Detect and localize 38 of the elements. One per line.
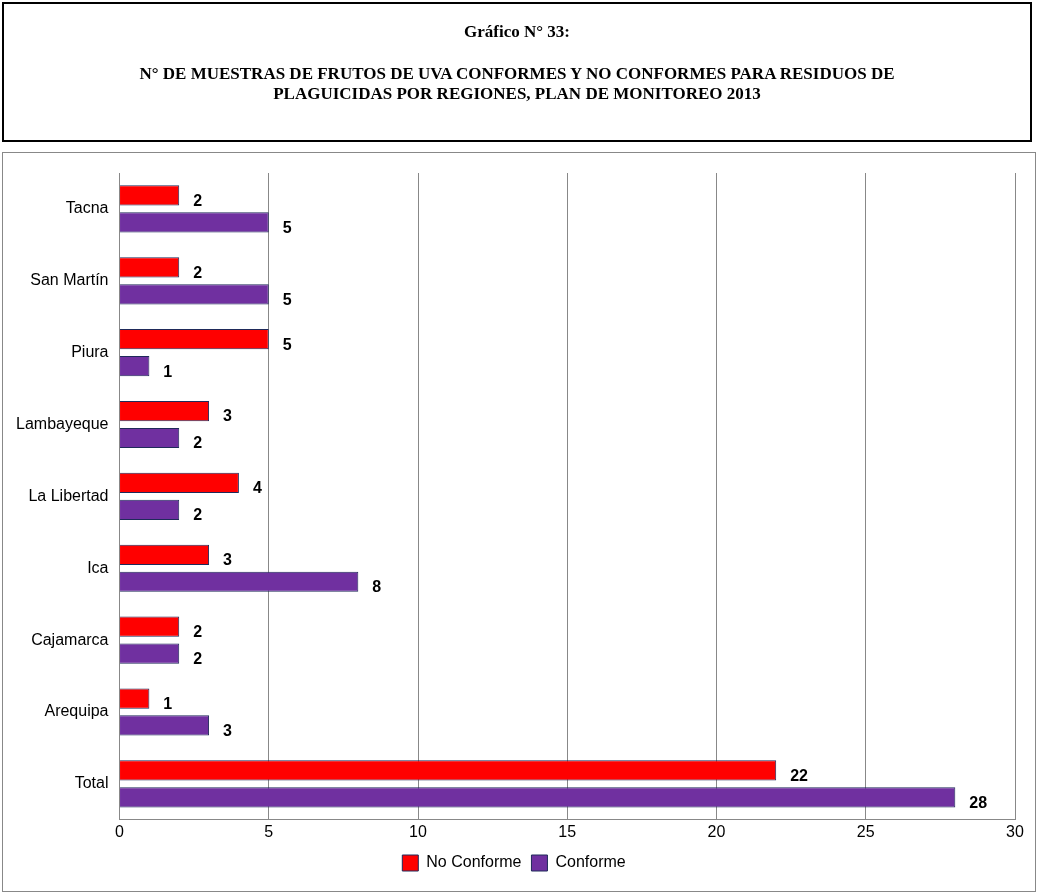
x-tick-label: 15 xyxy=(558,822,577,840)
data-label: 1 xyxy=(163,694,173,712)
data-label: 2 xyxy=(193,191,203,209)
data-label: 8 xyxy=(372,578,382,596)
y-tick-label: Ica xyxy=(87,558,109,576)
data-label: 2 xyxy=(193,263,203,281)
data-label: 2 xyxy=(193,623,203,641)
legend-label: Conforme xyxy=(555,853,626,871)
data-label: 3 xyxy=(223,407,233,425)
x-tick-label: 20 xyxy=(707,822,726,840)
data-label: 22 xyxy=(790,766,809,784)
data-label: 1 xyxy=(163,362,173,380)
y-tick-label: Tacna xyxy=(65,199,109,217)
data-label: 5 xyxy=(282,218,292,236)
data-label: 2 xyxy=(193,434,203,452)
y-tick-label: Lambayeque xyxy=(16,414,109,432)
data-label: 5 xyxy=(282,335,292,353)
y-tick-label: San Martín xyxy=(30,271,109,289)
x-tick-label: 0 xyxy=(115,822,125,840)
x-tick-label: 25 xyxy=(856,822,875,840)
chart-subtitle: N° DE MUESTRAS DE FRUTOS DE UVA CONFORMES Y NO CONFORMES PARA RESIDUOS DE PLAGUICIDAS POR REGIONES, PLAN DE MONITOREO 2013 xyxy=(138,64,896,104)
y-tick-label: Arequipa xyxy=(44,702,109,720)
legend-label: No Conforme xyxy=(426,853,522,871)
data-label: 3 xyxy=(223,721,233,739)
data-label: 5 xyxy=(282,290,292,308)
x-tick-label: 10 xyxy=(409,822,428,840)
data-label: 4 xyxy=(252,479,262,497)
data-label: 2 xyxy=(193,650,203,668)
y-tick-label: Cajamarca xyxy=(31,630,109,648)
data-label: 3 xyxy=(223,551,233,569)
data-label: 28 xyxy=(969,793,988,811)
x-tick-label: 5 xyxy=(264,822,274,840)
data-label: 2 xyxy=(193,506,203,524)
y-tick-label: Total xyxy=(74,774,109,792)
y-tick-label: La Libertad xyxy=(28,486,109,504)
chart-title: Gráfico N° 33: xyxy=(463,22,571,42)
x-tick-label: 30 xyxy=(1006,822,1024,840)
y-tick-label: Piura xyxy=(71,343,109,361)
